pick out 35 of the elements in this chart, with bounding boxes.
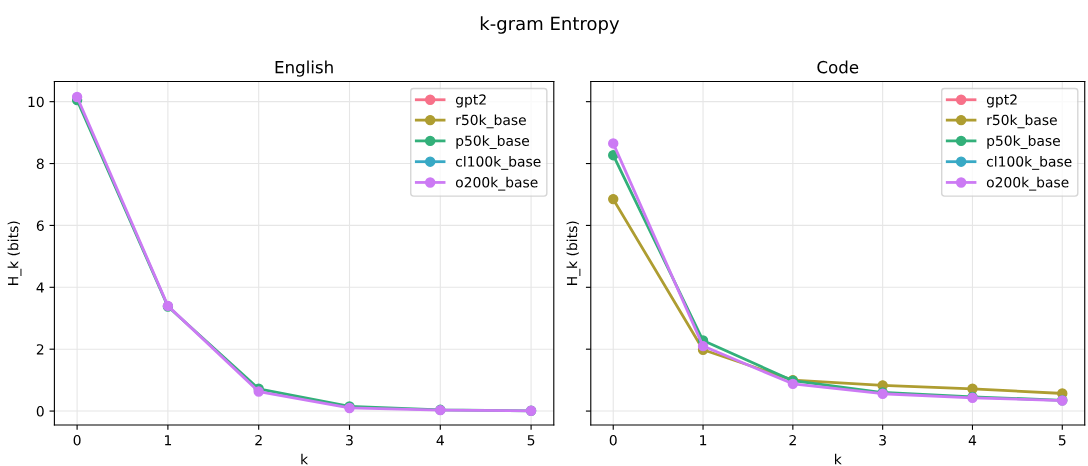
legend-label: r50k_base [987, 114, 1057, 129]
y-tick-label: 2 [36, 344, 44, 355]
legend-label: gpt2 [455, 94, 486, 108]
x-tick-label: 0 [609, 434, 617, 446]
legend-label: p50k_base [456, 135, 530, 150]
x-tick-label: 4 [968, 435, 977, 446]
legend-label: cl100k_base [455, 155, 541, 170]
x-tick-label: 1 [700, 435, 707, 446]
text: k-gram Entropy [480, 16, 620, 34]
legend-label: p50k_base [987, 135, 1060, 150]
x-axis-title: k [835, 453, 842, 465]
x-tick-label: 5 [527, 435, 535, 446]
legend-label: cl100k_base [986, 155, 1072, 170]
y-axis-title: H_k (bits) [566, 221, 581, 285]
legend-label: r50k_base [456, 114, 526, 129]
x-tick-label: 2 [789, 434, 796, 446]
y-tick-label: 6 [36, 220, 44, 231]
legend-label: o200k_base [986, 176, 1069, 191]
chart-title: English [275, 60, 333, 77]
x-tick-label: 0 [73, 434, 81, 446]
y-tick-label: 4 [36, 282, 44, 293]
legend-label: o200k_base [455, 176, 538, 191]
x-tick-label: 2 [255, 434, 262, 446]
x-axis-title: k [301, 453, 309, 465]
x-tick-label: 4 [436, 435, 444, 446]
x-tick-label: 3 [346, 434, 353, 446]
y-tick-label: 0 [36, 406, 44, 417]
y-tick-label: 10 [28, 96, 44, 108]
chart-title: Code [817, 60, 859, 74]
x-tick-label: 5 [1058, 435, 1066, 446]
y-tick-label: 8 [36, 158, 44, 170]
y-axis-title: H_k (bits) [7, 221, 22, 285]
x-tick-label: 3 [879, 434, 886, 446]
x-tick-label: 1 [165, 435, 172, 446]
legend-label: gpt2 [986, 94, 1017, 108]
